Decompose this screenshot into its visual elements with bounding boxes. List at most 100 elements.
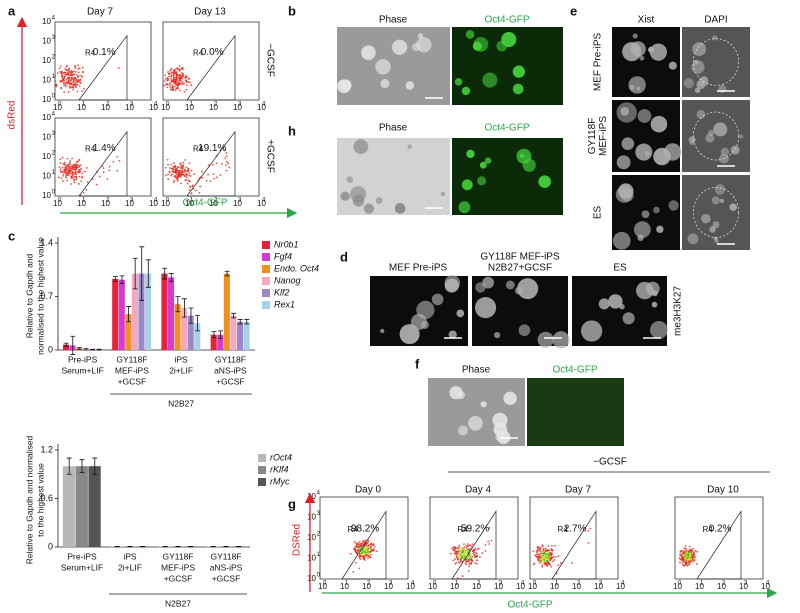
event-dot	[60, 86, 63, 89]
cell	[708, 129, 715, 136]
event-dot	[65, 68, 68, 71]
cell	[712, 35, 718, 41]
legend-swatch	[262, 265, 270, 273]
cell	[493, 422, 508, 437]
event-dot	[185, 79, 188, 82]
event-dot	[358, 540, 361, 543]
tick-base: 10	[307, 533, 316, 542]
cell	[496, 40, 508, 52]
event-dot	[476, 548, 479, 551]
column-title: MEF Pre-iPS	[389, 263, 448, 274]
tick-exponent: 4	[262, 102, 266, 108]
event-dot	[215, 162, 218, 165]
tick-base: 10	[42, 95, 51, 104]
event-dot	[466, 551, 469, 554]
event-dot	[682, 564, 685, 566]
event-dot	[172, 88, 175, 91]
event-dot	[63, 91, 66, 94]
cell	[503, 391, 517, 406]
event-dot	[65, 175, 67, 177]
event-dot	[169, 86, 172, 89]
event-dot	[681, 552, 684, 555]
event-dot	[459, 561, 461, 564]
event-dot	[472, 552, 475, 555]
event-dot	[178, 81, 180, 84]
event-dot	[174, 85, 176, 88]
x-tick-label: aNS-iPS	[214, 365, 247, 375]
event-dot	[543, 548, 545, 551]
event-dot	[181, 167, 184, 170]
event-dot	[64, 82, 67, 84]
event-dot	[686, 564, 689, 567]
column-title: Phase	[462, 365, 491, 376]
event-dot	[460, 550, 463, 553]
event-dot	[543, 560, 546, 563]
event-dot	[170, 67, 173, 70]
event-dot	[375, 550, 378, 553]
error-bar	[218, 330, 224, 339]
event-dot	[190, 169, 193, 172]
bar	[210, 334, 217, 350]
event-dot	[176, 84, 179, 87]
event-dot	[188, 180, 191, 182]
event-dot	[102, 171, 105, 174]
x-tick-label: aNS-iPS	[210, 562, 243, 572]
event-dot	[464, 551, 466, 553]
legend-label: Fgf4	[274, 251, 292, 261]
event-dot	[541, 555, 544, 558]
event-dot	[469, 544, 472, 546]
gate-name: R4	[458, 525, 469, 534]
tick-base: 10	[257, 103, 266, 112]
y-tick-label: 0	[48, 344, 53, 354]
event-dot	[176, 172, 179, 175]
gate-name: R4	[348, 525, 359, 534]
event-dot	[116, 155, 119, 158]
tick-base: 10	[209, 199, 218, 208]
gate-name: R4	[558, 525, 569, 534]
cell	[633, 221, 651, 238]
event-dot	[79, 81, 82, 84]
tick-base: 10	[53, 199, 62, 208]
event-dot	[465, 546, 468, 549]
event-dot	[71, 173, 74, 176]
event-dot	[484, 543, 487, 546]
event-dot	[470, 555, 472, 558]
cell	[440, 191, 446, 197]
event-dot	[544, 554, 547, 557]
event-dot	[68, 166, 71, 169]
error-bar	[63, 342, 69, 347]
tick-base: 10	[42, 37, 51, 46]
event-dot	[177, 171, 180, 174]
tick-base: 10	[125, 199, 134, 208]
cell	[552, 331, 570, 349]
event-dot	[451, 547, 453, 550]
tick-base: 10	[149, 103, 158, 112]
y-tick-label: 0	[48, 541, 53, 551]
tick-exponent: 3	[52, 131, 56, 137]
event-dot	[176, 73, 179, 76]
event-dot	[166, 158, 169, 161]
cell	[461, 86, 471, 96]
event-dot	[63, 161, 66, 164]
event-dot	[62, 77, 65, 80]
cell	[466, 149, 475, 159]
event-dot	[367, 557, 369, 560]
event-dot	[479, 556, 481, 558]
event-dot	[60, 80, 63, 83]
bar	[187, 315, 194, 350]
event-dot	[70, 165, 73, 168]
x-tick-label: MEF-iPS	[161, 562, 195, 572]
event-dot	[373, 545, 376, 548]
cell	[630, 41, 646, 57]
event-dot	[177, 83, 180, 86]
cell	[689, 140, 694, 146]
event-dot	[539, 546, 542, 549]
event-dot	[356, 549, 359, 551]
event-dot	[189, 175, 192, 177]
event-dot	[175, 72, 178, 75]
y-tick-label: 0.7	[40, 291, 53, 301]
event-dot	[70, 175, 72, 178]
event-dot	[693, 556, 696, 559]
event-dot	[54, 75, 57, 77]
